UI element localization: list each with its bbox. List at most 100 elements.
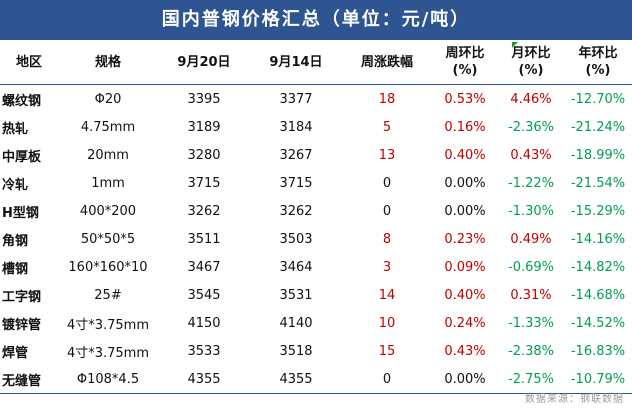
cell-region: H型钢 [2, 205, 39, 221]
header-wow-unit: (%) [452, 63, 478, 78]
cell-change: 14 [378, 287, 396, 303]
header-yoy: 年环比 (%) [564, 40, 632, 85]
table-row: 无缝管 Φ108*4.5 4355 4355 0 0.00% -2.75% -10.79% [0, 365, 632, 394]
header-wow: 周环比 (%) [432, 40, 498, 85]
cell-mom: -1.22% [508, 175, 554, 191]
table-row: 角钢 50*50*5 3511 3503 8 0.23% 0.49% -14.16% [0, 225, 632, 253]
cell-region: 中厚板 [2, 149, 42, 165]
cell-yoy: -10.79% [570, 371, 626, 387]
cell-sep14: 3503 [279, 231, 313, 247]
cell-yoy: -12.70% [570, 91, 626, 107]
cell-mom: -2.36% [508, 119, 554, 135]
cell-change: 8 [382, 231, 392, 247]
cell-yoy: -15.29% [570, 203, 626, 219]
cell-change: 13 [378, 147, 396, 163]
header-region: 地区 [15, 54, 42, 70]
cell-mom: -0.69% [508, 259, 554, 275]
cell-change: 10 [378, 315, 396, 331]
cell-spec: 20mm [87, 147, 129, 163]
table-row: 热轧 4.75mm 3189 3184 5 0.16% -2.36% -21.24% [0, 113, 632, 141]
cell-change: 0 [382, 175, 392, 191]
cell-mom: -2.75% [508, 371, 554, 387]
cell-spec: 400*200 [79, 203, 137, 219]
cell-change: 5 [382, 119, 392, 135]
cell-sep20: 3262 [187, 203, 221, 219]
cell-wow: 0.23% [444, 231, 486, 247]
cell-sep20: 3715 [187, 175, 221, 191]
cell-wow: 0.09% [444, 259, 486, 275]
cell-wow: 0.00% [444, 371, 486, 387]
cell-region: 镀锌管 [2, 317, 42, 333]
cell-region: 冷轧 [2, 177, 29, 193]
cell-spec: 1mm [91, 175, 125, 191]
cell-sep14: 3267 [279, 147, 313, 163]
cell-corner-marker [512, 42, 518, 48]
cell-change: 18 [378, 91, 396, 107]
cell-sep14: 3262 [279, 203, 313, 219]
cell-yoy: -14.52% [570, 315, 626, 331]
cell-sep14: 4140 [279, 315, 313, 331]
cell-mom: 0.31% [510, 287, 552, 303]
header-yoy-unit: (%) [585, 63, 611, 78]
price-table: 地区 规格 9月20日 9月14日 周涨跌幅 周环比 (%) 月环比 (%) 年环比… [0, 40, 632, 394]
cell-spec: 160*160*10 [68, 259, 148, 275]
cell-sep20: 3395 [187, 91, 221, 107]
cell-change: 0 [382, 371, 392, 387]
cell-region: 热轧 [2, 121, 29, 137]
cell-sep20: 3280 [187, 147, 221, 163]
cell-yoy: -14.68% [570, 287, 626, 303]
cell-wow: 0.43% [444, 343, 486, 359]
cell-wow: 0.40% [444, 147, 486, 163]
cell-sep20: 3533 [187, 343, 221, 359]
cell-sep14: 4355 [279, 371, 313, 387]
table-header-row: 地区 规格 9月20日 9月14日 周涨跌幅 周环比 (%) 月环比 (%) 年环比… [0, 40, 632, 85]
header-yoy-label: 年环比 [578, 46, 618, 61]
data-source-note: 数据来源：钢联数据 [525, 394, 624, 405]
cell-yoy: -16.83% [570, 343, 626, 359]
cell-sep14: 3518 [279, 343, 313, 359]
table-row: H型钢 400*200 3262 3262 0 0.00% -1.30% -15.29% [0, 197, 632, 225]
cell-region: 槽钢 [2, 261, 29, 277]
cell-mom: -1.30% [508, 203, 554, 219]
cell-sep20: 4355 [187, 371, 221, 387]
cell-wow: 0.00% [444, 175, 486, 191]
cell-sep14: 3184 [279, 119, 313, 135]
header-mom-label: 月环比 [511, 46, 551, 61]
cell-region: 工字钢 [2, 289, 42, 305]
cell-sep20: 4150 [187, 315, 221, 331]
cell-sep14: 3464 [279, 259, 313, 275]
cell-change: 0 [382, 203, 392, 219]
cell-spec: 4寸*3.75mm [66, 317, 150, 333]
cell-wow: 0.00% [444, 203, 486, 219]
cell-spec: 25# [94, 287, 122, 303]
cell-sep20: 3467 [187, 259, 221, 275]
table-row: 槽钢 160*160*10 3467 3464 3 0.09% -0.69% -14.82% [0, 253, 632, 281]
cell-mom: -1.33% [508, 315, 554, 331]
cell-region: 焊管 [2, 345, 29, 361]
cell-wow: 0.16% [444, 119, 486, 135]
cell-spec: Φ108*4.5 [76, 371, 140, 387]
header-sep20: 9月20日 [177, 54, 231, 70]
table-row: 焊管 4寸*3.75mm 3533 3518 15 0.43% -2.38% -16.83% [0, 337, 632, 365]
header-mom: 月环比 (%) [498, 40, 564, 85]
table-row: 镀锌管 4寸*3.75mm 4150 4140 10 0.24% -1.33% -14.52% [0, 309, 632, 337]
cell-wow: 0.40% [444, 287, 486, 303]
cell-spec: 50*50*5 [80, 231, 136, 247]
table-body: 螺纹钢 Φ20 3395 3377 18 0.53% 4.46% -12.70% 热轧 4.75m… [0, 85, 632, 394]
cell-spec: Φ20 [94, 91, 122, 107]
cell-change: 15 [378, 343, 396, 359]
cell-yoy: -21.24% [570, 119, 626, 135]
cell-wow: 0.24% [444, 315, 486, 331]
table-row: 冷轧 1mm 3715 3715 0 0.00% -1.22% -21.54% [0, 169, 632, 197]
header-mom-unit: (%) [518, 63, 544, 78]
cell-spec: 4.75mm [80, 119, 136, 135]
title-bar: 国内普钢价格汇总（单位：元/吨） [0, 0, 632, 40]
cell-change: 3 [382, 259, 392, 275]
cell-sep20: 3545 [187, 287, 221, 303]
cell-mom: -2.38% [508, 343, 554, 359]
header-wow-label: 周环比 [445, 46, 485, 61]
header-spec: 规格 [94, 54, 121, 70]
cell-mom: 4.46% [510, 91, 552, 107]
cell-yoy: -14.16% [570, 231, 626, 247]
cell-sep20: 3189 [187, 119, 221, 135]
